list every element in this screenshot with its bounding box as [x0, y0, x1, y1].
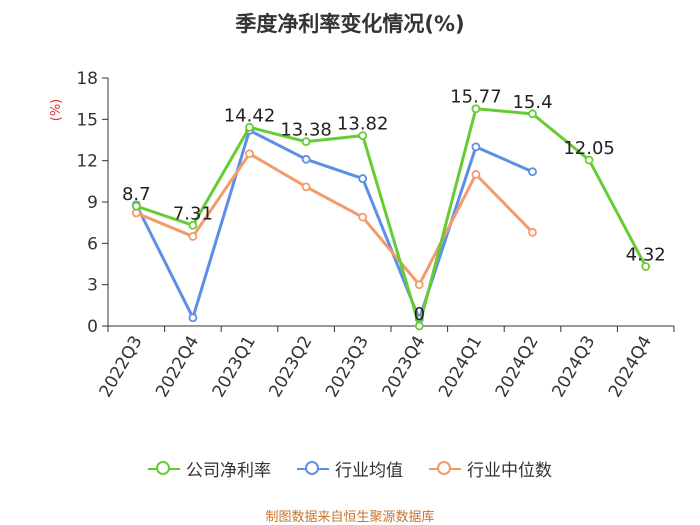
legend-item-industry-avg[interactable]: 行业均值: [297, 456, 403, 481]
y-tick-label: 0: [87, 317, 98, 337]
legend-label-industry-median: 行业中位数: [467, 461, 552, 481]
data-label-company: 15.77: [450, 87, 502, 108]
data-point-company: [131, 201, 141, 211]
data-label-company: 8.7: [122, 184, 151, 205]
data-point-industry_median: [528, 227, 537, 237]
data-label-company: 7.31: [173, 203, 213, 224]
data-point-industry_median: [471, 170, 481, 179]
x-tick-label: 2023Q4: [379, 333, 430, 401]
y-tick-label: 18: [76, 69, 98, 89]
data-point-industry_median: [301, 182, 311, 192]
data-point-industry_median: [245, 149, 254, 159]
data-point-company: [414, 321, 424, 331]
legend-label-industry-avg: 行业均值: [335, 461, 403, 481]
data-point-company: [188, 220, 198, 230]
legend-company-line-circle-icon: [148, 460, 180, 478]
data-point-industry_avg: [188, 313, 198, 323]
legend: 公司净利率 行业均值 行业中位数: [0, 456, 700, 481]
y-axis-label: (%): [49, 99, 64, 122]
x-tick-label: 2023Q2: [265, 333, 316, 401]
data-source-note: 制图数据来自恒生聚源数据库: [265, 510, 435, 525]
series-line-company: [135, 107, 648, 328]
x-tick-label: 2023Q3: [322, 333, 373, 401]
data-label-company: 13.82: [337, 114, 389, 135]
data-point-company: [471, 104, 481, 114]
series-line-industry_median: [135, 152, 534, 287]
y-tick-label: 15: [76, 110, 98, 130]
x-tick-label: 2022Q3: [96, 333, 147, 401]
data-label-company: 4.32: [626, 244, 666, 265]
data-point-industry_median: [131, 208, 141, 218]
data-label-company: 12.05: [563, 138, 615, 159]
data-point-company: [358, 131, 368, 140]
data-point-company: [301, 137, 311, 147]
x-tick-label: 2024Q3: [548, 333, 599, 401]
y-tick-label: 9: [87, 193, 98, 213]
data-label-company: 15.4: [512, 92, 552, 113]
data-point-company: [528, 109, 537, 119]
x-tick-label: 2023Q1: [209, 333, 260, 401]
data-point-industry_avg: [358, 174, 368, 183]
y-tick-label: 6: [87, 234, 98, 254]
series-line-industry_avg: [134, 128, 534, 321]
data-point-company: [584, 155, 594, 165]
data-label-company: 13.38: [280, 120, 332, 141]
x-tick-label: 2022Q4: [152, 333, 203, 401]
data-point-industry_avg: [301, 154, 311, 164]
data-point-industry_median: [188, 232, 198, 241]
data-point-industry_avg: [471, 142, 481, 152]
chart-title: 季度净利率变化情况(%): [235, 12, 465, 36]
legend-item-industry-median[interactable]: 行业中位数: [429, 456, 552, 481]
legend-industry-avg-line-circle-icon: [297, 460, 329, 478]
legend-industry-median-line-circle-icon: [429, 460, 461, 478]
x-tick-label: 2024Q2: [492, 333, 543, 401]
legend-label-company: 公司净利率: [186, 461, 271, 481]
data-point-industry_avg: [528, 167, 537, 177]
y-tick-label: 12: [76, 152, 98, 172]
data-point-industry_median: [414, 280, 424, 290]
x-tick-label: 2024Q1: [435, 333, 486, 401]
y-tick-label: 3: [87, 276, 98, 296]
data-point-company: [641, 262, 651, 271]
data-point-industry_median: [358, 212, 368, 222]
data-point-company: [245, 122, 254, 132]
x-tick-label: 2024Q4: [605, 333, 656, 401]
data-label-company: 14.42: [224, 105, 276, 126]
legend-item-company[interactable]: 公司净利率: [148, 456, 271, 481]
data-label-company: 0: [414, 304, 425, 325]
